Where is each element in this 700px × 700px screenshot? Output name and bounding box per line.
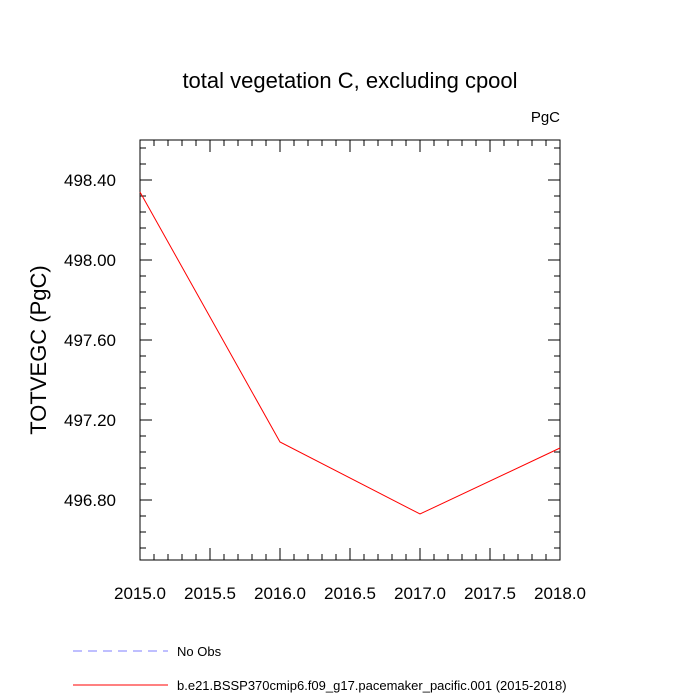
y-tick-label: 497.60	[64, 331, 116, 350]
series-line	[139, 191, 561, 515]
tick-labels: 2015.0 2015.5 2016.0 2016.5 2017.0 2017.5 2018…	[64, 171, 586, 603]
y-tick-label: 498.40	[64, 171, 116, 190]
x-tick-label: 2017.5	[464, 584, 516, 603]
y-tick-label: 496.80	[64, 491, 116, 510]
chart-title: total vegetation C, excluding cpool	[182, 68, 517, 93]
y-axis-label: TOTVEGC (PgC)	[26, 265, 51, 435]
x-tick-label: 2016.5	[324, 584, 376, 603]
x-tick-label: 2015.5	[184, 584, 236, 603]
plot-frame	[139, 139, 561, 561]
legend: No Obs b.e21.BSSP370cmip6.f09_g17.pacemak…	[73, 644, 567, 693]
x-tick-label: 2016.0	[254, 584, 306, 603]
x-tick-label: 2017.0	[394, 584, 446, 603]
x-tick-label: 2015.0	[114, 584, 166, 603]
series-layer	[139, 191, 561, 515]
y-tick-label: 497.20	[64, 411, 116, 430]
y-tick-label: 498.00	[64, 251, 116, 270]
legend-label: b.e21.BSSP370cmip6.f09_g17.pacemaker_pac…	[177, 678, 567, 693]
legend-label: No Obs	[177, 644, 222, 659]
x-tick-label: 2018.0	[534, 584, 586, 603]
axis-ticks	[139, 140, 561, 560]
units-label: PgC	[531, 109, 560, 126]
